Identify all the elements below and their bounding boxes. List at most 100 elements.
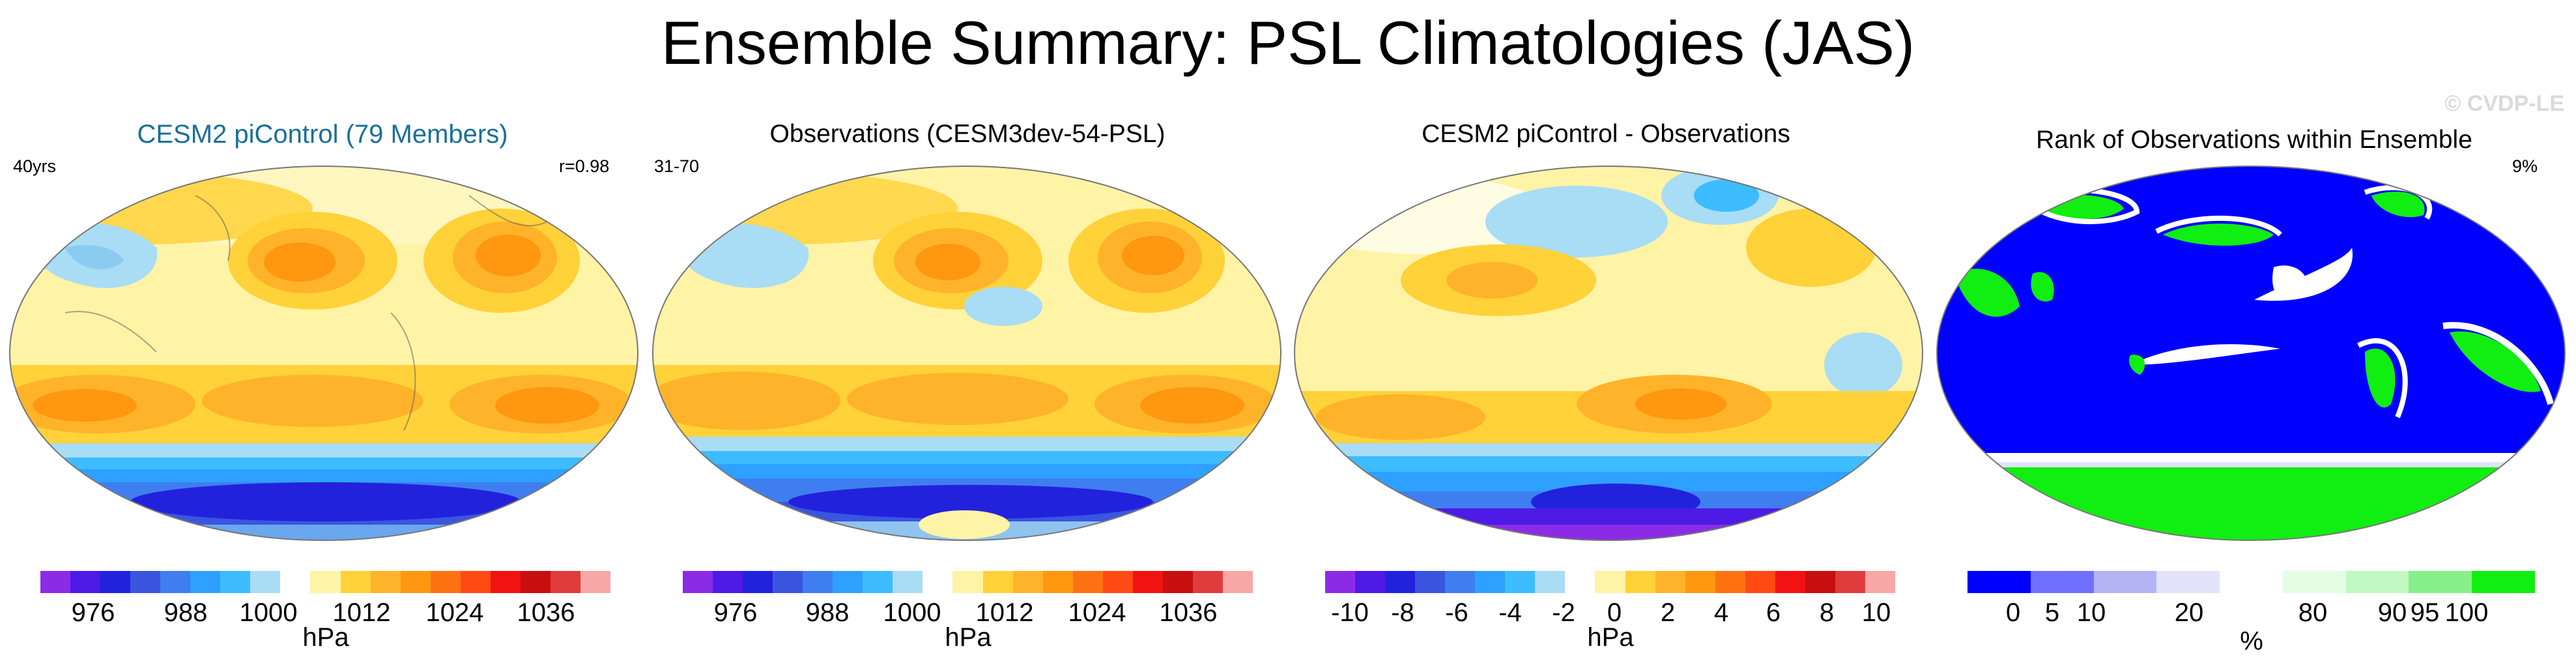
colorbar-1 [40, 571, 611, 593]
colorbar-tick-label: 1012 [332, 598, 391, 627]
map-panel-2 [653, 166, 1281, 540]
map-panel-4 [1937, 166, 2565, 540]
colorbar-cell [2472, 571, 2536, 593]
watermark-text: © CVDP-LE [2444, 91, 2564, 116]
panel-1-left-label: 40yrs [13, 156, 57, 176]
colorbar-cell [400, 571, 431, 593]
colorbar-tick-label: 988 [164, 598, 208, 627]
colorbar-cell [1132, 571, 1164, 593]
panel-1-title: CESM2 piControl (79 Members) [137, 120, 508, 149]
colorbar-1-units: hPa [302, 623, 349, 652]
colorbar-cell [1072, 571, 1104, 593]
panel-1-right-label: r=0.98 [559, 156, 610, 176]
colorbar-cell [1012, 571, 1044, 593]
panel-3-title: CESM2 piControl - Observations [1422, 120, 1790, 148]
colorbar-tick-label: 10 [2076, 598, 2106, 627]
colorbar-cell [70, 571, 101, 593]
colorbar-cell [743, 571, 773, 593]
colorbar-tick-label: 5 [2044, 598, 2060, 627]
colorbar-cell [1415, 571, 1446, 593]
colorbar-cell [2282, 571, 2347, 593]
colorbar-cell [2093, 571, 2157, 593]
colorbar-tick-label: 6 [1766, 598, 1781, 627]
colorbar-cell [1355, 571, 1386, 593]
colorbar-2-units: hPa [945, 623, 992, 652]
colorbar-cell [1445, 571, 1476, 593]
colorbar-cell [2409, 571, 2472, 593]
colorbar-3 [1325, 571, 1896, 593]
colorbar-cell [130, 571, 161, 593]
colorbar-cell [893, 571, 923, 593]
colorbar-cell [1595, 571, 1626, 593]
colorbar-tick-label: 95 [2410, 598, 2440, 627]
colorbar-cell [1385, 571, 1416, 593]
colorbar-cell [1505, 571, 1536, 593]
colorbar-cell [370, 571, 401, 593]
colorbar-tick-label: -4 [1498, 598, 1522, 627]
colorbar-cell [1475, 571, 1506, 593]
colorbar-cell [833, 571, 863, 593]
colorbar-cell [430, 571, 461, 593]
colorbar-tick-label: 1036 [1159, 598, 1218, 627]
colorbar-cell [952, 571, 984, 593]
colorbar-cell [2156, 571, 2220, 593]
colorbar-tick-label: 10 [1861, 598, 1891, 627]
colorbar-tick-label: 20 [2174, 598, 2204, 627]
colorbar-cell [250, 571, 281, 593]
colorbar-tick-label: -6 [1445, 598, 1468, 627]
colorbar-cell [2345, 571, 2409, 593]
colorbar-cell [160, 571, 191, 593]
colorbar-cell [1325, 571, 1356, 593]
colorbar-cell [683, 571, 713, 593]
map-panel-1 [10, 166, 638, 540]
colorbar-cell [220, 571, 251, 593]
colorbar-tick-label: 1024 [1068, 598, 1126, 627]
colorbar-tick-label: 1000 [883, 598, 941, 627]
colorbar-tick-label: 2 [1660, 598, 1676, 627]
colorbar-tick-label: 1000 [239, 598, 298, 627]
colorbar-cell [550, 571, 581, 593]
colorbar-tick-label: 1036 [517, 598, 575, 627]
colorbar-tick-label: 976 [713, 598, 758, 627]
colorbar-cell [1835, 571, 1866, 593]
colorbar-tick-label: 0 [1607, 598, 1622, 627]
colorbar-cell [190, 571, 221, 593]
colorbar-tick-label: 4 [1713, 598, 1729, 627]
maps-canvas [9, 166, 2566, 541]
colorbar-tick-label: 0 [2005, 598, 2021, 627]
colorbar-tick-label: 1012 [975, 598, 1034, 627]
colorbar-cell [1968, 571, 2031, 593]
colorbar-cell [520, 571, 551, 593]
colorbar-cell [1625, 571, 1656, 593]
colorbar-cell [40, 571, 71, 593]
colorbar-cell [2030, 571, 2095, 593]
colorbar-cell [1535, 571, 1566, 593]
colorbar-cell [2220, 571, 2283, 593]
colorbar-cell [1042, 571, 1074, 593]
colorbar-tick-label: 80 [2298, 598, 2328, 627]
colorbar-cell [1162, 571, 1194, 593]
colorbar-2 [683, 571, 1253, 593]
colorbar-tick-label: 8 [1819, 598, 1835, 627]
page-title: Ensemble Summary: PSL Climatologies (JAS… [661, 8, 1915, 77]
colorbar-4-units: % [2240, 627, 2263, 656]
colorbar-cell [580, 571, 611, 593]
colorbar-tick-label: -8 [1391, 598, 1414, 627]
colorbar-cell [1805, 571, 1836, 593]
colorbar-cell [490, 571, 521, 593]
colorbar-3-units: hPa [1587, 623, 1634, 652]
colorbar-cell [1655, 571, 1686, 593]
colorbar-cell [280, 571, 311, 593]
colorbar-cell [1565, 571, 1596, 593]
colorbar-cell [1685, 571, 1716, 593]
colorbar-tick-label: 976 [71, 598, 115, 627]
panel-2-left-label: 31-70 [654, 156, 700, 176]
colorbar-cell [1775, 571, 1806, 593]
colorbar-cell [1192, 571, 1224, 593]
colorbar-tick-label: -10 [1331, 598, 1369, 627]
colorbar-cell [1102, 571, 1134, 593]
colorbar-tick-label: 90 [2377, 598, 2407, 627]
colorbar-cell [100, 571, 131, 593]
colorbar-tick-label: -2 [1552, 598, 1575, 627]
colorbar-cell [713, 571, 743, 593]
